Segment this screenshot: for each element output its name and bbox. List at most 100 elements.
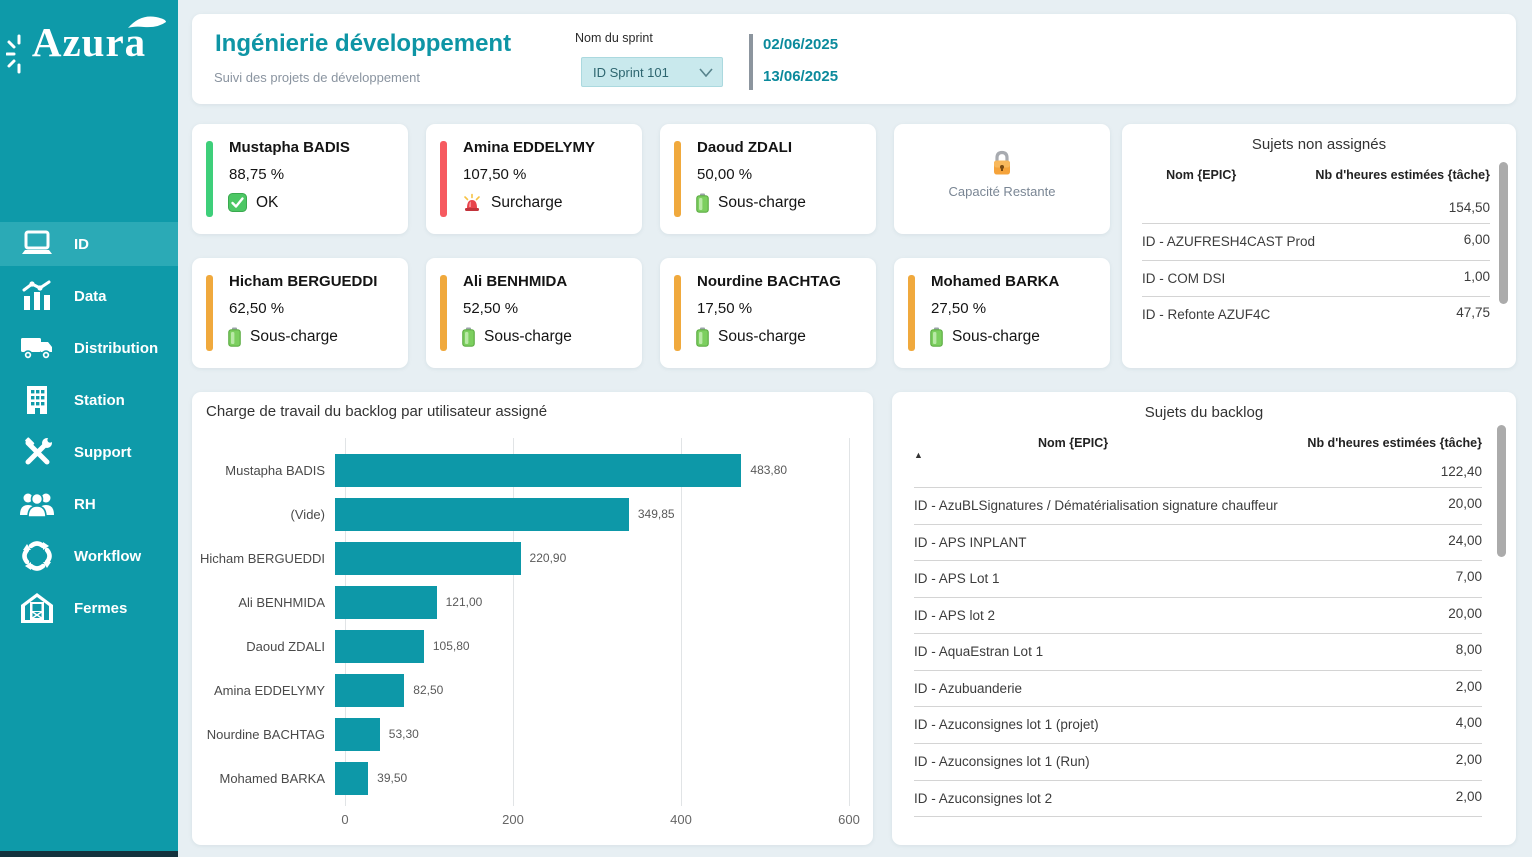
vertical-scrollbar[interactable] <box>1497 425 1506 557</box>
sidebar-item-label: Station <box>74 391 125 409</box>
bar-value-label: 483,80 <box>750 463 788 477</box>
kpi-status-text: Sous-charge <box>952 328 1040 345</box>
logo: Azura <box>0 16 178 74</box>
sidebar-item-id[interactable]: ID <box>0 222 178 266</box>
kpi-status-text: OK <box>256 193 279 211</box>
table-row[interactable]: ID - Azubuanderie 2,00 <box>914 669 1482 707</box>
kpi-load-percent: 27,50 % <box>931 300 987 317</box>
epic-hours: 2,00 <box>1311 669 1482 707</box>
kpi-load-percent: 52,50 % <box>463 300 519 317</box>
header-card: Ingénierie développement Suivi des proje… <box>192 14 1516 104</box>
table-row[interactable]: ID - Refonte AZUF4C 47,75 <box>1142 296 1490 333</box>
column-header-name[interactable]: Nom {EPIC} <box>1166 168 1237 182</box>
table-row[interactable]: ID - APS INPLANT 24,00 <box>914 523 1482 561</box>
table-bottom-divider <box>914 816 1482 818</box>
bar[interactable] <box>335 717 380 751</box>
kpi-card-mohamed-barka: Mohamed BARKA 27,50 % Sous-charge <box>894 258 1110 368</box>
chart-plot-area: Mustapha BADIS 483,80 (Vide) 349,85 Hicham B… <box>192 438 873 806</box>
kpi-load-percent: 17,50 % <box>697 300 753 317</box>
battery-icon <box>462 327 475 347</box>
chart-bar-row: Amina EDDELYMY 82,50 <box>192 668 873 712</box>
sidebar-item-rh[interactable]: RH <box>0 482 178 526</box>
battery-icon <box>696 327 709 347</box>
epic-name: ID - Azubuanderie <box>914 669 1312 707</box>
bar-value-label: 220,90 <box>529 551 567 565</box>
bar-value-label: 349,85 <box>637 507 675 521</box>
sort-ascending-icon[interactable]: ▲ <box>914 450 923 460</box>
table-row[interactable]: ID - AquaEstran Lot 1 8,00 <box>914 633 1482 670</box>
bar[interactable] <box>335 585 437 619</box>
sprint-filter-label: Nom du sprint <box>575 31 653 45</box>
total-name <box>914 456 1312 487</box>
table-row[interactable]: ID - Azuconsignes lot 1 (projet) 4,00 <box>914 706 1482 743</box>
sun-rays-icon <box>6 34 21 74</box>
total-hours: 122,40 <box>1440 464 1482 479</box>
bar[interactable] <box>335 761 369 795</box>
siren-icon <box>464 193 480 211</box>
epic-hours: 2,00 <box>1311 779 1482 817</box>
chart-bar-row: Daoud ZDALI 105,80 <box>192 624 873 668</box>
battery-icon <box>696 193 709 213</box>
bar-category-label: Ali BENHMIDA <box>238 594 325 610</box>
bar[interactable] <box>335 497 629 531</box>
sprint-dropdown-value: ID Sprint 101 <box>593 64 669 80</box>
table-row[interactable]: ID - COM DSI 1,00 <box>1142 259 1490 297</box>
epic-hours: 2,00 <box>1311 742 1482 780</box>
column-header-hours[interactable]: Nb d'heures estimées {tâche} <box>1307 436 1482 450</box>
x-axis-ticks: 0 200 400 600 <box>192 812 873 832</box>
bar[interactable] <box>335 673 405 707</box>
laptop-icon <box>18 228 56 260</box>
bar-track: 53,30 <box>335 717 839 751</box>
table-total-row: 154,50 <box>1142 192 1490 223</box>
sidebar-item-data[interactable]: Data <box>0 274 178 318</box>
table-row[interactable]: ID - Azuconsignes lot 2 2,00 <box>914 779 1482 817</box>
bar-track: 121,00 <box>335 585 839 619</box>
bar-value-label: 105,80 <box>432 639 470 653</box>
sidebar-item-label: ID <box>74 235 89 253</box>
sidebar-item-station[interactable]: Station <box>0 378 178 422</box>
truck-icon <box>18 332 56 364</box>
backlog-workload-chart-panel: Charge de travail du backlog par utilisa… <box>192 392 873 845</box>
sprint-dropdown[interactable]: ID Sprint 101 <box>581 57 723 87</box>
bar-value-label: 53,30 <box>388 727 419 741</box>
backlog-subjects-panel: Sujets du backlog ▲ Nom {EPIC} Nb d'heur… <box>892 392 1516 845</box>
battery-icon <box>930 327 943 347</box>
epic-name: ID - Azuconsignes lot 1 (Run) <box>914 742 1312 780</box>
table-row[interactable]: ID - AzuBLSignatures / Dématérialisation… <box>914 487 1482 524</box>
epic-hours: 24,00 <box>1311 523 1482 561</box>
table-row[interactable]: ID - AZUFRESH4CAST Prod 6,00 <box>1142 223 1490 260</box>
table-row[interactable]: ID - Azuconsignes lot 1 (Run) 2,00 <box>914 742 1482 780</box>
column-header-hours[interactable]: Nb d'heures estimées {tâche} <box>1315 168 1490 182</box>
sidebar-item-distribution[interactable]: Distribution <box>0 326 178 370</box>
kpi-accent-bar <box>440 141 447 217</box>
sidebar-item-workflow[interactable]: Workflow <box>0 534 178 578</box>
kpi-accent-bar <box>206 275 213 351</box>
sidebar-item-support[interactable]: Support <box>0 430 178 474</box>
epic-name: ID - Azuconsignes lot 2 <box>914 779 1312 817</box>
table-row[interactable]: ID - APS lot 2 20,00 <box>914 596 1482 634</box>
epic-hours: 1,00 <box>1350 259 1490 297</box>
sidebar: Azura ID <box>0 0 178 857</box>
sidebar-item-label: RH <box>74 495 96 513</box>
kpi-load-percent: 50,00 % <box>697 166 753 183</box>
bar-category-label: Daoud ZDALI <box>246 638 325 654</box>
lock-icon <box>894 150 1110 176</box>
vertical-scrollbar[interactable] <box>1499 162 1508 304</box>
sidebar-item-label: Workflow <box>74 547 142 565</box>
epic-name: ID - APS lot 2 <box>914 596 1312 634</box>
capacity-card: Capacité Restante <box>894 124 1110 234</box>
sidebar-item-fermes[interactable]: Fermes <box>0 586 178 630</box>
sidebar-item-label: Distribution <box>74 339 159 357</box>
bar-category-label: Mustapha BADIS <box>225 462 325 478</box>
bar[interactable] <box>335 541 521 575</box>
chart-bar-row: (Vide) 349,85 <box>192 492 873 536</box>
table-row[interactable]: ID - APS Lot 1 7,00 <box>914 560 1482 597</box>
column-header-name[interactable]: Nom {EPIC} <box>1037 436 1109 450</box>
battery-icon <box>228 327 241 347</box>
bar[interactable] <box>335 629 424 663</box>
kpi-card-mustapha-badis: Mustapha BADIS 88,75 % OK <box>192 124 408 234</box>
table-total-row: 122,40 <box>914 456 1482 487</box>
bar[interactable] <box>335 453 742 487</box>
gridline-400 <box>681 438 682 806</box>
backlog-table-title: Sujets du backlog <box>1144 404 1264 421</box>
